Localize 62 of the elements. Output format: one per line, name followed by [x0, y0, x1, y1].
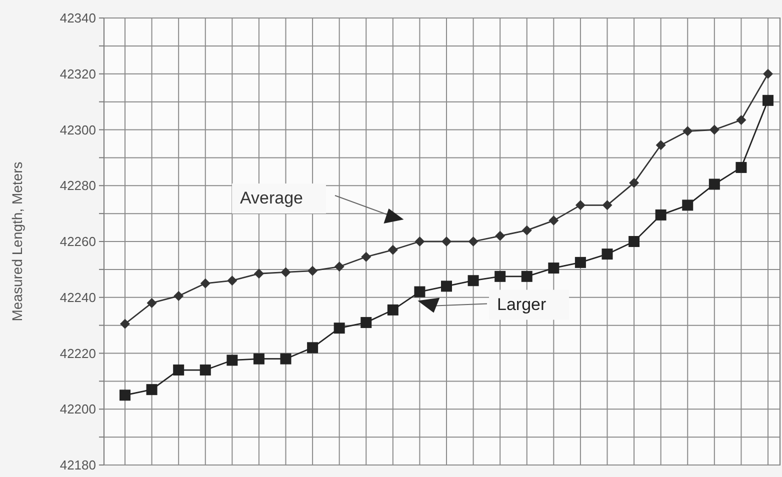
point	[655, 209, 666, 220]
point	[548, 216, 559, 226]
point	[387, 304, 398, 316]
point	[628, 236, 640, 247]
point	[763, 68, 773, 79]
point	[548, 262, 560, 274]
point	[280, 353, 292, 364]
point	[762, 94, 774, 106]
point	[575, 200, 586, 210]
point	[414, 236, 425, 246]
point	[521, 270, 532, 282]
y-axis-title: Measured Length, Meters	[9, 162, 25, 322]
point	[736, 162, 747, 173]
point	[574, 256, 586, 268]
point	[361, 252, 372, 262]
y-tick-label: 42200	[60, 402, 96, 417]
y-tick-label: 42320	[60, 66, 96, 82]
point	[495, 230, 506, 241]
point	[254, 268, 264, 279]
point	[388, 244, 398, 255]
y-tick-label: 42280	[60, 178, 96, 194]
point	[414, 286, 426, 298]
point	[468, 236, 478, 246]
point	[253, 353, 264, 364]
point	[308, 266, 318, 276]
point	[736, 114, 746, 125]
point	[656, 140, 666, 150]
point	[709, 124, 720, 135]
y-tick-label: 42300	[60, 122, 96, 138]
point	[146, 298, 157, 308]
point	[682, 126, 693, 136]
point	[120, 390, 130, 401]
point	[442, 236, 452, 246]
point	[602, 200, 612, 210]
y-tick-label: 42340	[60, 10, 96, 26]
y-tick-label: 42220	[60, 346, 96, 361]
y-tick-label: 42260	[60, 234, 96, 250]
point	[468, 275, 479, 286]
point	[146, 384, 158, 396]
point	[280, 267, 291, 278]
point	[522, 225, 532, 236]
point	[334, 262, 344, 272]
series-label: Larger	[497, 294, 546, 314]
point	[120, 318, 130, 329]
point	[173, 364, 184, 376]
point	[682, 200, 694, 211]
point	[227, 276, 238, 286]
point	[174, 290, 184, 301]
point	[708, 178, 720, 190]
point	[360, 317, 372, 328]
point	[200, 364, 211, 376]
point	[200, 278, 210, 288]
point	[307, 342, 318, 354]
point	[494, 270, 506, 282]
y-tick-label: 42240	[60, 290, 96, 305]
point	[602, 248, 613, 260]
point	[441, 280, 452, 292]
text: Average	[240, 188, 304, 208]
point	[334, 322, 345, 334]
point	[629, 178, 640, 188]
point	[226, 354, 238, 366]
y-tick-label: 42180	[60, 458, 96, 473]
